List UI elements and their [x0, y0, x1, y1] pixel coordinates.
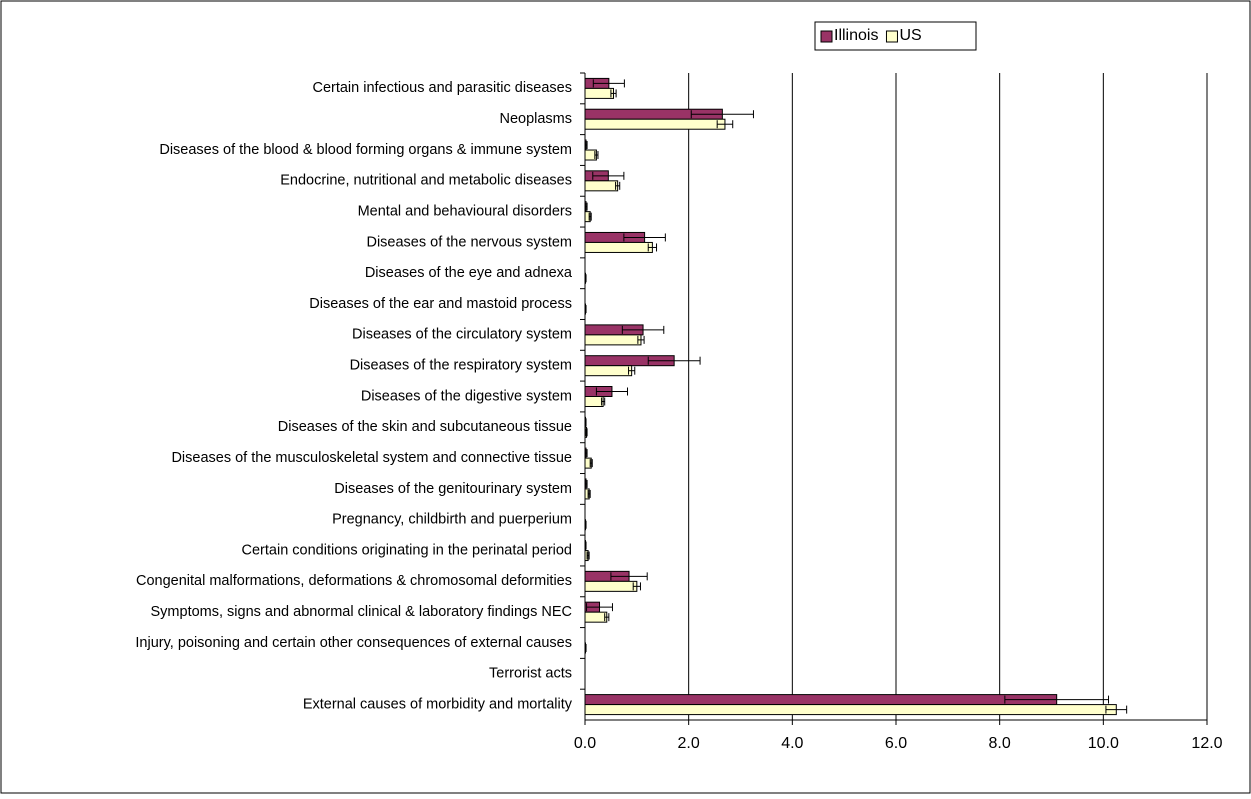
bar	[584, 611, 608, 623]
category-label: Certain infectious and parasitic disease…	[312, 80, 572, 96]
error-bar	[584, 449, 588, 458]
error-bar	[632, 582, 641, 591]
category-label: Symptoms, signs and abnormal clinical & …	[151, 604, 573, 620]
category-label: Mental and behavioural disorders	[358, 203, 572, 219]
error-bar	[1105, 705, 1128, 714]
x-tick-label: 10.0	[1088, 735, 1119, 752]
error-bar	[610, 89, 617, 98]
legend-swatch	[885, 30, 898, 43]
error-bar	[615, 181, 621, 190]
category-label: Congenital malformations, deformations &…	[136, 573, 572, 589]
category-label: Diseases of the blood & blood forming or…	[159, 142, 572, 158]
category-label: Diseases of the nervous system	[366, 234, 572, 250]
error-bar	[584, 479, 588, 488]
error-bar	[621, 325, 665, 334]
error-bar	[584, 274, 587, 283]
bar	[584, 704, 1117, 716]
error-bar	[584, 418, 587, 427]
bar	[584, 87, 615, 99]
category-label: Neoplasms	[499, 111, 572, 127]
error-bar	[584, 520, 587, 529]
error-bar	[584, 202, 588, 211]
category-label: Diseases of the musculoskeletal system a…	[171, 450, 572, 466]
error-bar	[592, 79, 625, 88]
error-bar	[1004, 695, 1110, 704]
bar	[584, 694, 1058, 706]
error-bar	[647, 243, 658, 252]
error-bar	[586, 603, 613, 612]
error-bar	[584, 643, 587, 652]
error-bar	[628, 366, 636, 375]
error-bar	[610, 572, 648, 581]
category-label: Diseases of the circulatory system	[352, 327, 572, 343]
error-bar	[595, 387, 629, 396]
legend-swatch	[820, 30, 833, 43]
error-bar	[589, 459, 593, 468]
error-bar	[604, 613, 610, 622]
error-bar	[637, 335, 645, 344]
category-label: Terrorist acts	[489, 666, 572, 682]
x-tick-label: 6.0	[885, 735, 907, 752]
error-bar	[585, 428, 588, 437]
error-bar	[584, 141, 588, 150]
error-bar	[592, 171, 625, 180]
legend-label: Illinois	[834, 27, 878, 44]
bar	[584, 365, 633, 377]
bar	[584, 580, 638, 592]
error-bar	[594, 151, 599, 160]
category-label: Diseases of the respiratory system	[350, 358, 572, 374]
error-bar	[584, 541, 587, 550]
bar	[584, 241, 653, 253]
category-label: Endocrine, nutritional and metabolic dis…	[280, 173, 572, 189]
category-label: Pregnancy, childbirth and puerperium	[332, 512, 572, 528]
error-bar	[716, 120, 734, 129]
category-label: Certain conditions originating in the pe…	[242, 542, 572, 558]
x-tick-label: 12.0	[1191, 735, 1222, 752]
bar	[584, 396, 604, 407]
error-bar	[601, 397, 606, 406]
x-tick-label: 4.0	[781, 735, 803, 752]
category-label: Diseases of the digestive system	[361, 388, 572, 404]
category-label: Diseases of the eye and adnexa	[365, 265, 573, 281]
error-bar	[587, 489, 591, 498]
x-tick-label: 2.0	[678, 735, 700, 752]
error-bar	[584, 305, 587, 314]
category-label: Injury, poisoning and certain other cons…	[135, 635, 572, 651]
x-tick-label: 8.0	[989, 735, 1011, 752]
category-label: Diseases of the skin and subcutaneous ti…	[278, 419, 572, 435]
error-bar	[623, 233, 666, 242]
category-label: Diseases of the genitourinary system	[334, 481, 572, 497]
error-bar	[690, 110, 754, 119]
category-label: External causes of morbidity and mortali…	[303, 696, 573, 712]
error-bar	[588, 212, 592, 221]
error-bar	[586, 551, 590, 560]
category-label: Diseases of the ear and mastoid process	[309, 296, 572, 312]
bar	[584, 334, 642, 346]
x-tick-label: 0.0	[574, 735, 596, 752]
bar	[584, 118, 726, 130]
legend-label: US	[899, 27, 921, 44]
error-bar	[647, 356, 701, 365]
bar	[584, 180, 619, 192]
